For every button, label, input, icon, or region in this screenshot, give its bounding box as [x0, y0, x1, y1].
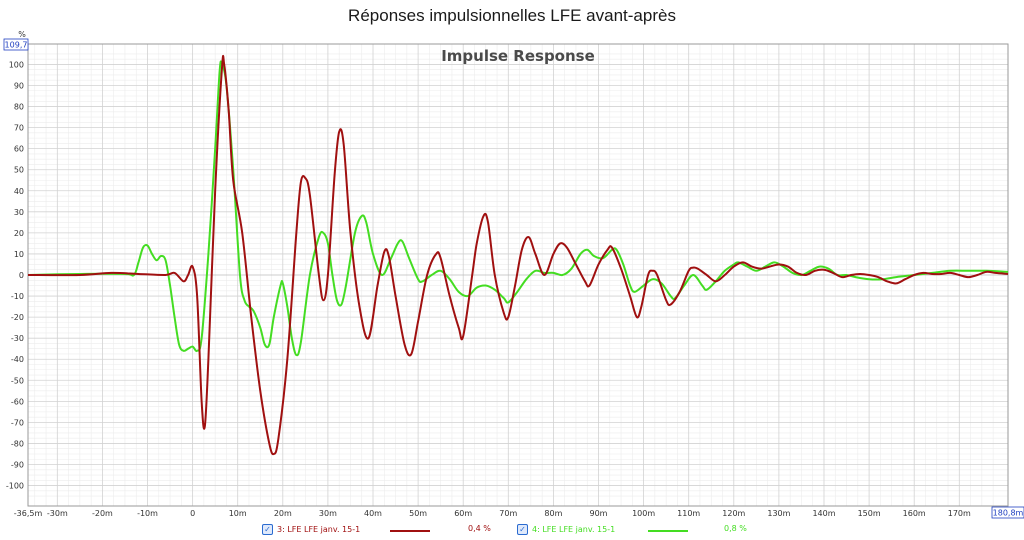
page-title: Réponses impulsionnelles LFE avant-après — [348, 6, 676, 25]
y-tick-label: 0 — [19, 271, 24, 280]
x-tick-label: 20m — [274, 509, 292, 518]
x-tick-label: 50m — [409, 509, 427, 518]
x-tick-label: 140m — [812, 509, 835, 518]
y-tick-labels: 1009080706050403020100-10-20-30-40-50-60… — [6, 60, 24, 490]
y-tick-label: -20 — [11, 313, 24, 322]
y-axis-unit: % — [18, 30, 26, 39]
y-tick-label: -60 — [11, 397, 24, 406]
x-tick-label: 0 — [190, 509, 195, 518]
x-end-label-box[interactable] — [991, 506, 1024, 519]
y-tick-label: -50 — [11, 376, 24, 385]
legend-item-series-3: ✓ 3: LFE LFE janv. 15-1 — [262, 524, 360, 535]
y-tick-label: 30 — [14, 208, 24, 217]
y-tick-label: -90 — [11, 461, 24, 470]
legend-label-series-3: 3: LFE LFE janv. 15-1 — [277, 525, 361, 534]
x-tick-label: 110m — [677, 509, 700, 518]
y-tick-label: -30 — [11, 334, 24, 343]
x-tick-label: 40m — [364, 509, 382, 518]
x-tick-label: 10m — [229, 509, 247, 518]
x-tick-label: 90m — [590, 509, 608, 518]
y-tick-label: -10 — [11, 292, 24, 301]
y-tick-label: 10 — [14, 250, 24, 259]
chart-grid — [27, 44, 1008, 506]
y-tick-label: -100 — [6, 482, 24, 491]
legend-label-series-4: 4: LFE LFE janv. 15-1 — [532, 525, 616, 534]
y-tick-label: 50 — [14, 166, 24, 175]
series-line-3 — [27, 55, 1009, 456]
y-tick-label: -40 — [11, 355, 24, 364]
y-top-label[interactable]: 109,7 — [5, 41, 28, 50]
y-tick-label: 40 — [14, 187, 24, 196]
y-tick-label: -80 — [11, 439, 24, 448]
legend-swatch-series-3 — [390, 530, 430, 532]
x-tick-label: -30m — [47, 509, 68, 518]
x-tick-labels: -36,5m -30m -20m -10m 0 10m 20m 30m 40m 50m 60m 70m… — [14, 509, 971, 518]
legend-item-series-4: ✓ 4: LFE LFE janv. 15-1 — [517, 524, 615, 535]
y-tick-label: 20 — [14, 229, 24, 238]
legend-value-series-3: 0,4 % — [468, 524, 491, 533]
x-tick-label: 150m — [858, 509, 881, 518]
y-tick-label: 60 — [14, 145, 24, 154]
legend-value-series-4: 0,8 % — [724, 524, 747, 533]
x-tick-label: 30m — [319, 509, 337, 518]
y-tick-label: 90 — [14, 81, 24, 90]
x-tick-label: 100m — [632, 509, 655, 518]
y-top-label-box[interactable] — [3, 38, 29, 51]
y-tick-label: 100 — [9, 60, 24, 69]
x-tick-label: -10m — [137, 509, 158, 518]
legend-swatch-series-4 — [648, 530, 688, 532]
y-tick-label: 80 — [14, 103, 24, 112]
series-layer — [27, 55, 1009, 456]
x-end-label[interactable]: 180,8m — [993, 509, 1024, 518]
y-tick-label: 70 — [14, 124, 24, 133]
x-tick-label: 170m — [948, 509, 971, 518]
x-tick-label: 60m — [454, 509, 472, 518]
x-tick-label: 70m — [499, 509, 517, 518]
x-tick-label: -36,5m — [14, 509, 43, 518]
y-tick-label: -70 — [11, 418, 24, 427]
x-tick-label: 160m — [903, 509, 926, 518]
x-tick-label: 80m — [544, 509, 562, 518]
x-tick-label: -20m — [92, 509, 113, 518]
series-3-checkbox[interactable]: ✓ — [262, 524, 273, 535]
x-tick-label: 120m — [722, 509, 745, 518]
legend: ✓ 3: LFE LFE janv. 15-1 0,4 % ✓ 4: LFE L… — [0, 524, 1024, 538]
x-tick-label: 130m — [767, 509, 790, 518]
chart-title: Impulse Response — [441, 47, 595, 65]
series-line-4 — [27, 60, 1009, 357]
series-4-checkbox[interactable]: ✓ — [517, 524, 528, 535]
